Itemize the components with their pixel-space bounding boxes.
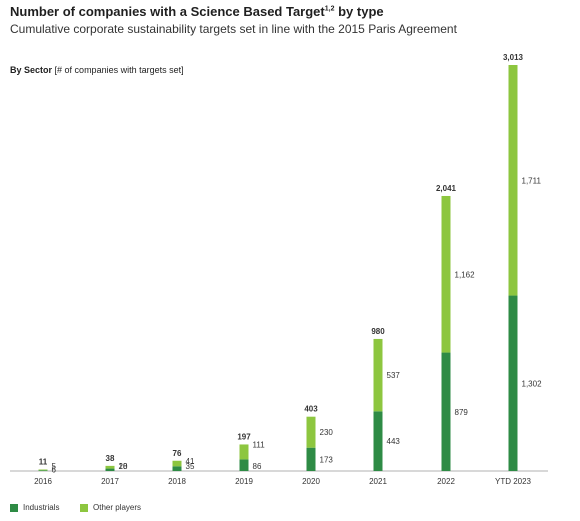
label-industrials: 86: [253, 462, 262, 471]
legend-item-other-players: Other players: [80, 503, 141, 512]
bar-industrials-2017: [105, 468, 115, 471]
label-total: 76: [173, 449, 182, 458]
x-tick-label: 2021: [369, 477, 387, 486]
bar-other-2021: [373, 338, 383, 412]
bar-industrials-2019: [239, 459, 249, 471]
label-industrials: 35: [186, 462, 195, 471]
label-other: 537: [387, 371, 401, 380]
bar-industrials-2021: [373, 411, 383, 471]
bar-other-2022: [441, 195, 451, 353]
x-tick-label: 2017: [101, 477, 119, 486]
legend-item-industrials: Industrials: [10, 503, 59, 512]
x-tick-label: 2016: [34, 477, 52, 486]
bar-industrials-2020: [306, 447, 316, 471]
section-label: By Sector [# of companies with targets s…: [10, 65, 184, 75]
label-other: 1,711: [522, 176, 542, 185]
label-total: 11: [39, 458, 48, 467]
legend-swatch-other-players: [80, 503, 88, 512]
x-tick-label: 2020: [302, 477, 320, 486]
label-industrials: 1,302: [522, 379, 543, 388]
bar-other-ytd-2023: [508, 65, 518, 296]
bar-industrials-2022: [441, 352, 451, 471]
label-industrials: 173: [320, 455, 334, 464]
label-total: 3,013: [503, 53, 524, 62]
label-total: 2,041: [436, 184, 457, 193]
bar-industrials-2018: [172, 466, 182, 471]
label-total: 197: [237, 432, 251, 441]
x-tick-label: 2022: [437, 477, 455, 486]
bar-other-2016: [38, 469, 48, 471]
label-other: 111: [253, 440, 266, 449]
label-total: 38: [106, 454, 115, 463]
label-industrials: 18: [119, 462, 128, 471]
bar-industrials-ytd-2023: [508, 295, 518, 471]
label-total: 403: [304, 405, 318, 414]
label-other: 20: [119, 462, 128, 471]
label-other: 6: [52, 466, 57, 475]
x-tick-label: 2019: [235, 477, 253, 486]
label-industrials: 443: [387, 437, 401, 446]
label-other: 230: [320, 428, 334, 437]
x-tick-label: 2018: [168, 477, 186, 486]
x-tick-label: YTD 2023: [495, 477, 532, 486]
bar-industrials-2016: [38, 470, 48, 471]
chart-subtitle: Cumulative corporate sustainability targ…: [10, 22, 457, 36]
label-industrials: 5: [52, 462, 57, 471]
bar-other-2019: [239, 444, 249, 460]
label-total: 980: [371, 327, 385, 336]
legend-swatch-industrials: [10, 503, 18, 512]
label-industrials: 879: [455, 408, 469, 417]
bar-other-2017: [105, 465, 115, 469]
label-other: 41: [186, 457, 195, 466]
label-other: 1,162: [455, 270, 476, 279]
bar-other-2020: [306, 416, 316, 448]
bar-other-2018: [172, 460, 182, 467]
chart-title: Number of companies with a Science Based…: [10, 4, 384, 19]
